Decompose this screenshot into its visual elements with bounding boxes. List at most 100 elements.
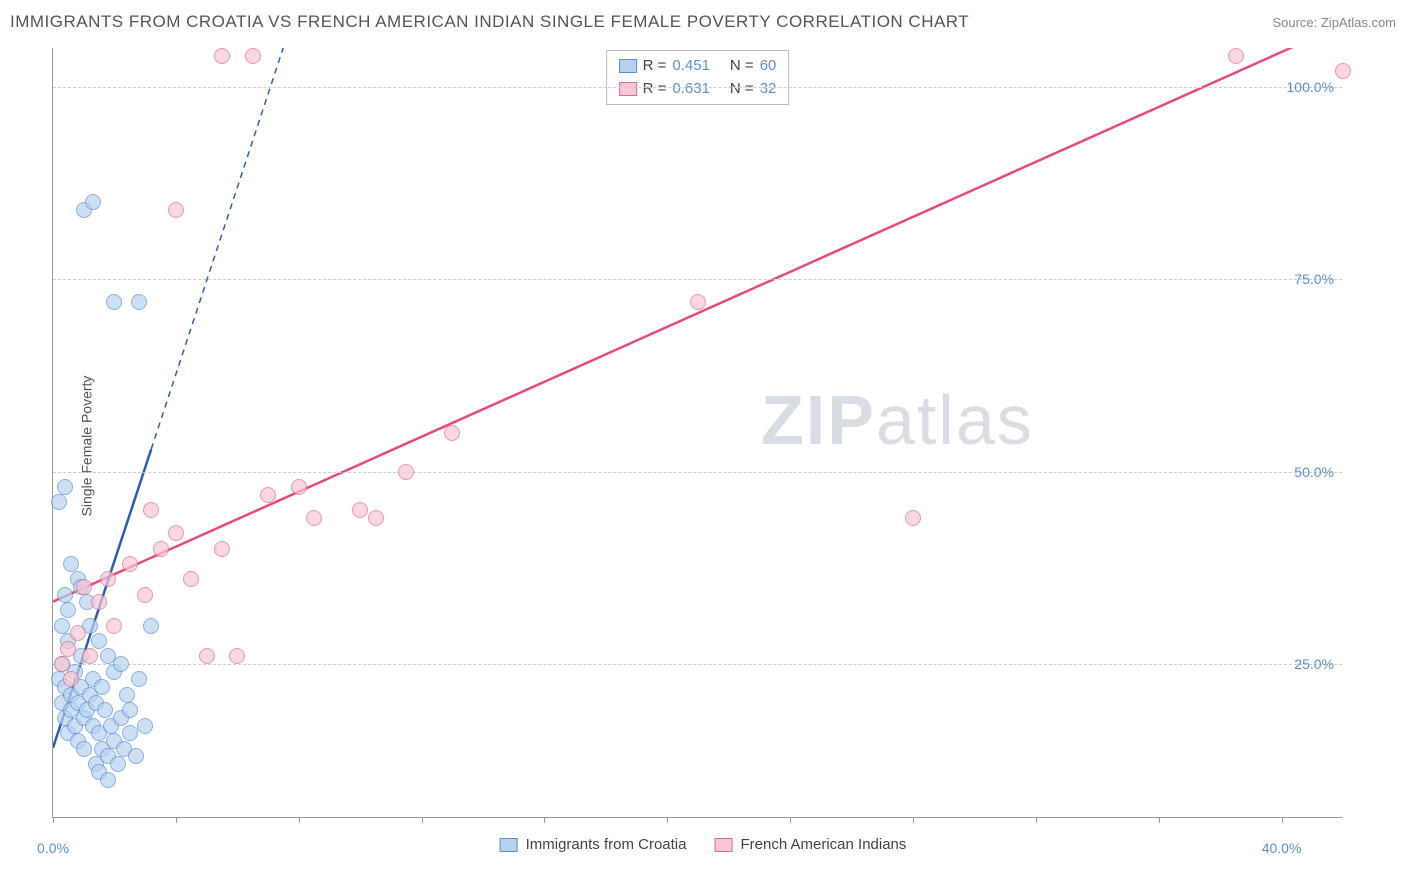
r-label: R = — [643, 78, 667, 101]
data-point — [131, 294, 147, 310]
legend-swatch — [619, 82, 637, 96]
data-point — [352, 502, 368, 518]
data-point — [106, 294, 122, 310]
legend-label: Immigrants from Croatia — [526, 836, 687, 853]
watermark: ZIPatlas — [761, 380, 1034, 460]
y-tick-label: 25.0% — [1294, 656, 1334, 672]
watermark-bold: ZIP — [761, 381, 876, 459]
data-point — [128, 748, 144, 764]
data-point — [60, 602, 76, 618]
data-point — [100, 772, 116, 788]
data-point — [1228, 48, 1244, 64]
n-label: N = — [730, 78, 754, 101]
legend-swatch — [500, 838, 518, 852]
data-point — [368, 510, 384, 526]
gridline — [53, 472, 1342, 473]
data-point — [168, 525, 184, 541]
x-tick — [1036, 817, 1037, 823]
x-tick — [544, 817, 545, 823]
data-point — [91, 633, 107, 649]
x-tick — [913, 817, 914, 823]
x-tick — [667, 817, 668, 823]
x-tick — [790, 817, 791, 823]
legend-item: Immigrants from Croatia — [500, 836, 687, 853]
data-point — [131, 671, 147, 687]
data-point — [91, 594, 107, 610]
data-point — [94, 679, 110, 695]
data-point — [122, 725, 138, 741]
legend-stats-row: R =0.451 N = 60 — [619, 55, 777, 78]
data-point — [54, 656, 70, 672]
data-point — [398, 464, 414, 480]
data-point — [143, 618, 159, 634]
gridline — [53, 279, 1342, 280]
data-point — [76, 741, 92, 757]
r-value: 0.631 — [672, 78, 710, 101]
data-point — [229, 648, 245, 664]
data-point — [70, 625, 86, 641]
data-point — [137, 587, 153, 603]
data-point — [153, 541, 169, 557]
data-point — [214, 48, 230, 64]
x-tick-label-left: 0.0% — [37, 840, 69, 856]
data-point — [63, 671, 79, 687]
data-point — [113, 656, 129, 672]
data-point — [63, 556, 79, 572]
data-point — [110, 756, 126, 772]
r-label: R = — [643, 55, 667, 78]
x-tick-label-right: 40.0% — [1262, 840, 1302, 856]
data-point — [119, 687, 135, 703]
data-point — [97, 702, 113, 718]
x-tick — [422, 817, 423, 823]
regression-lines — [53, 48, 1342, 817]
data-point — [214, 541, 230, 557]
r-value: 0.451 — [672, 55, 710, 78]
data-point — [690, 294, 706, 310]
x-tick — [176, 817, 177, 823]
data-point — [76, 579, 92, 595]
x-tick — [1282, 817, 1283, 823]
n-label: N = — [730, 55, 754, 78]
gridline — [53, 87, 1342, 88]
x-tick — [53, 817, 54, 823]
legend-label: French American Indians — [740, 836, 906, 853]
chart-title: IMMIGRANTS FROM CROATIA VS FRENCH AMERIC… — [10, 12, 969, 32]
data-point — [85, 194, 101, 210]
data-point — [100, 571, 116, 587]
data-point — [122, 556, 138, 572]
data-point — [122, 702, 138, 718]
data-point — [199, 648, 215, 664]
data-point — [183, 571, 199, 587]
data-point — [54, 618, 70, 634]
data-point — [57, 479, 73, 495]
data-point — [905, 510, 921, 526]
legend-series: Immigrants from Croatia French American I… — [500, 836, 907, 853]
gridline — [53, 664, 1342, 665]
data-point — [1335, 63, 1351, 79]
legend-stats: R =0.451 N = 60 R =0.631 N = 32 — [606, 50, 790, 105]
legend-swatch — [714, 838, 732, 852]
data-point — [245, 48, 261, 64]
data-point — [82, 648, 98, 664]
data-point — [306, 510, 322, 526]
data-point — [143, 502, 159, 518]
title-bar: IMMIGRANTS FROM CROATIA VS FRENCH AMERIC… — [10, 8, 1396, 36]
data-point — [444, 425, 460, 441]
x-tick — [299, 817, 300, 823]
data-point — [51, 494, 67, 510]
legend-stats-row: R =0.631 N = 32 — [619, 78, 777, 101]
legend-item: French American Indians — [714, 836, 906, 853]
plot-area: ZIPatlas R =0.451 N = 60 R =0.631 N = 32 25.0… — [52, 48, 1342, 818]
data-point — [60, 641, 76, 657]
x-tick — [1159, 817, 1160, 823]
data-point — [137, 718, 153, 734]
n-value: 32 — [760, 78, 777, 101]
watermark-rest: atlas — [876, 381, 1034, 459]
y-tick-label: 50.0% — [1294, 464, 1334, 480]
y-tick-label: 75.0% — [1294, 271, 1334, 287]
data-point — [260, 487, 276, 503]
data-point — [57, 587, 73, 603]
data-point — [168, 202, 184, 218]
n-value: 60 — [760, 55, 777, 78]
legend-swatch — [619, 59, 637, 73]
